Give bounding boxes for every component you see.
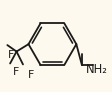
Text: F: F [8, 50, 14, 60]
Text: F: F [28, 70, 34, 80]
Text: F: F [13, 67, 19, 77]
Text: NH₂: NH₂ [86, 63, 108, 76]
